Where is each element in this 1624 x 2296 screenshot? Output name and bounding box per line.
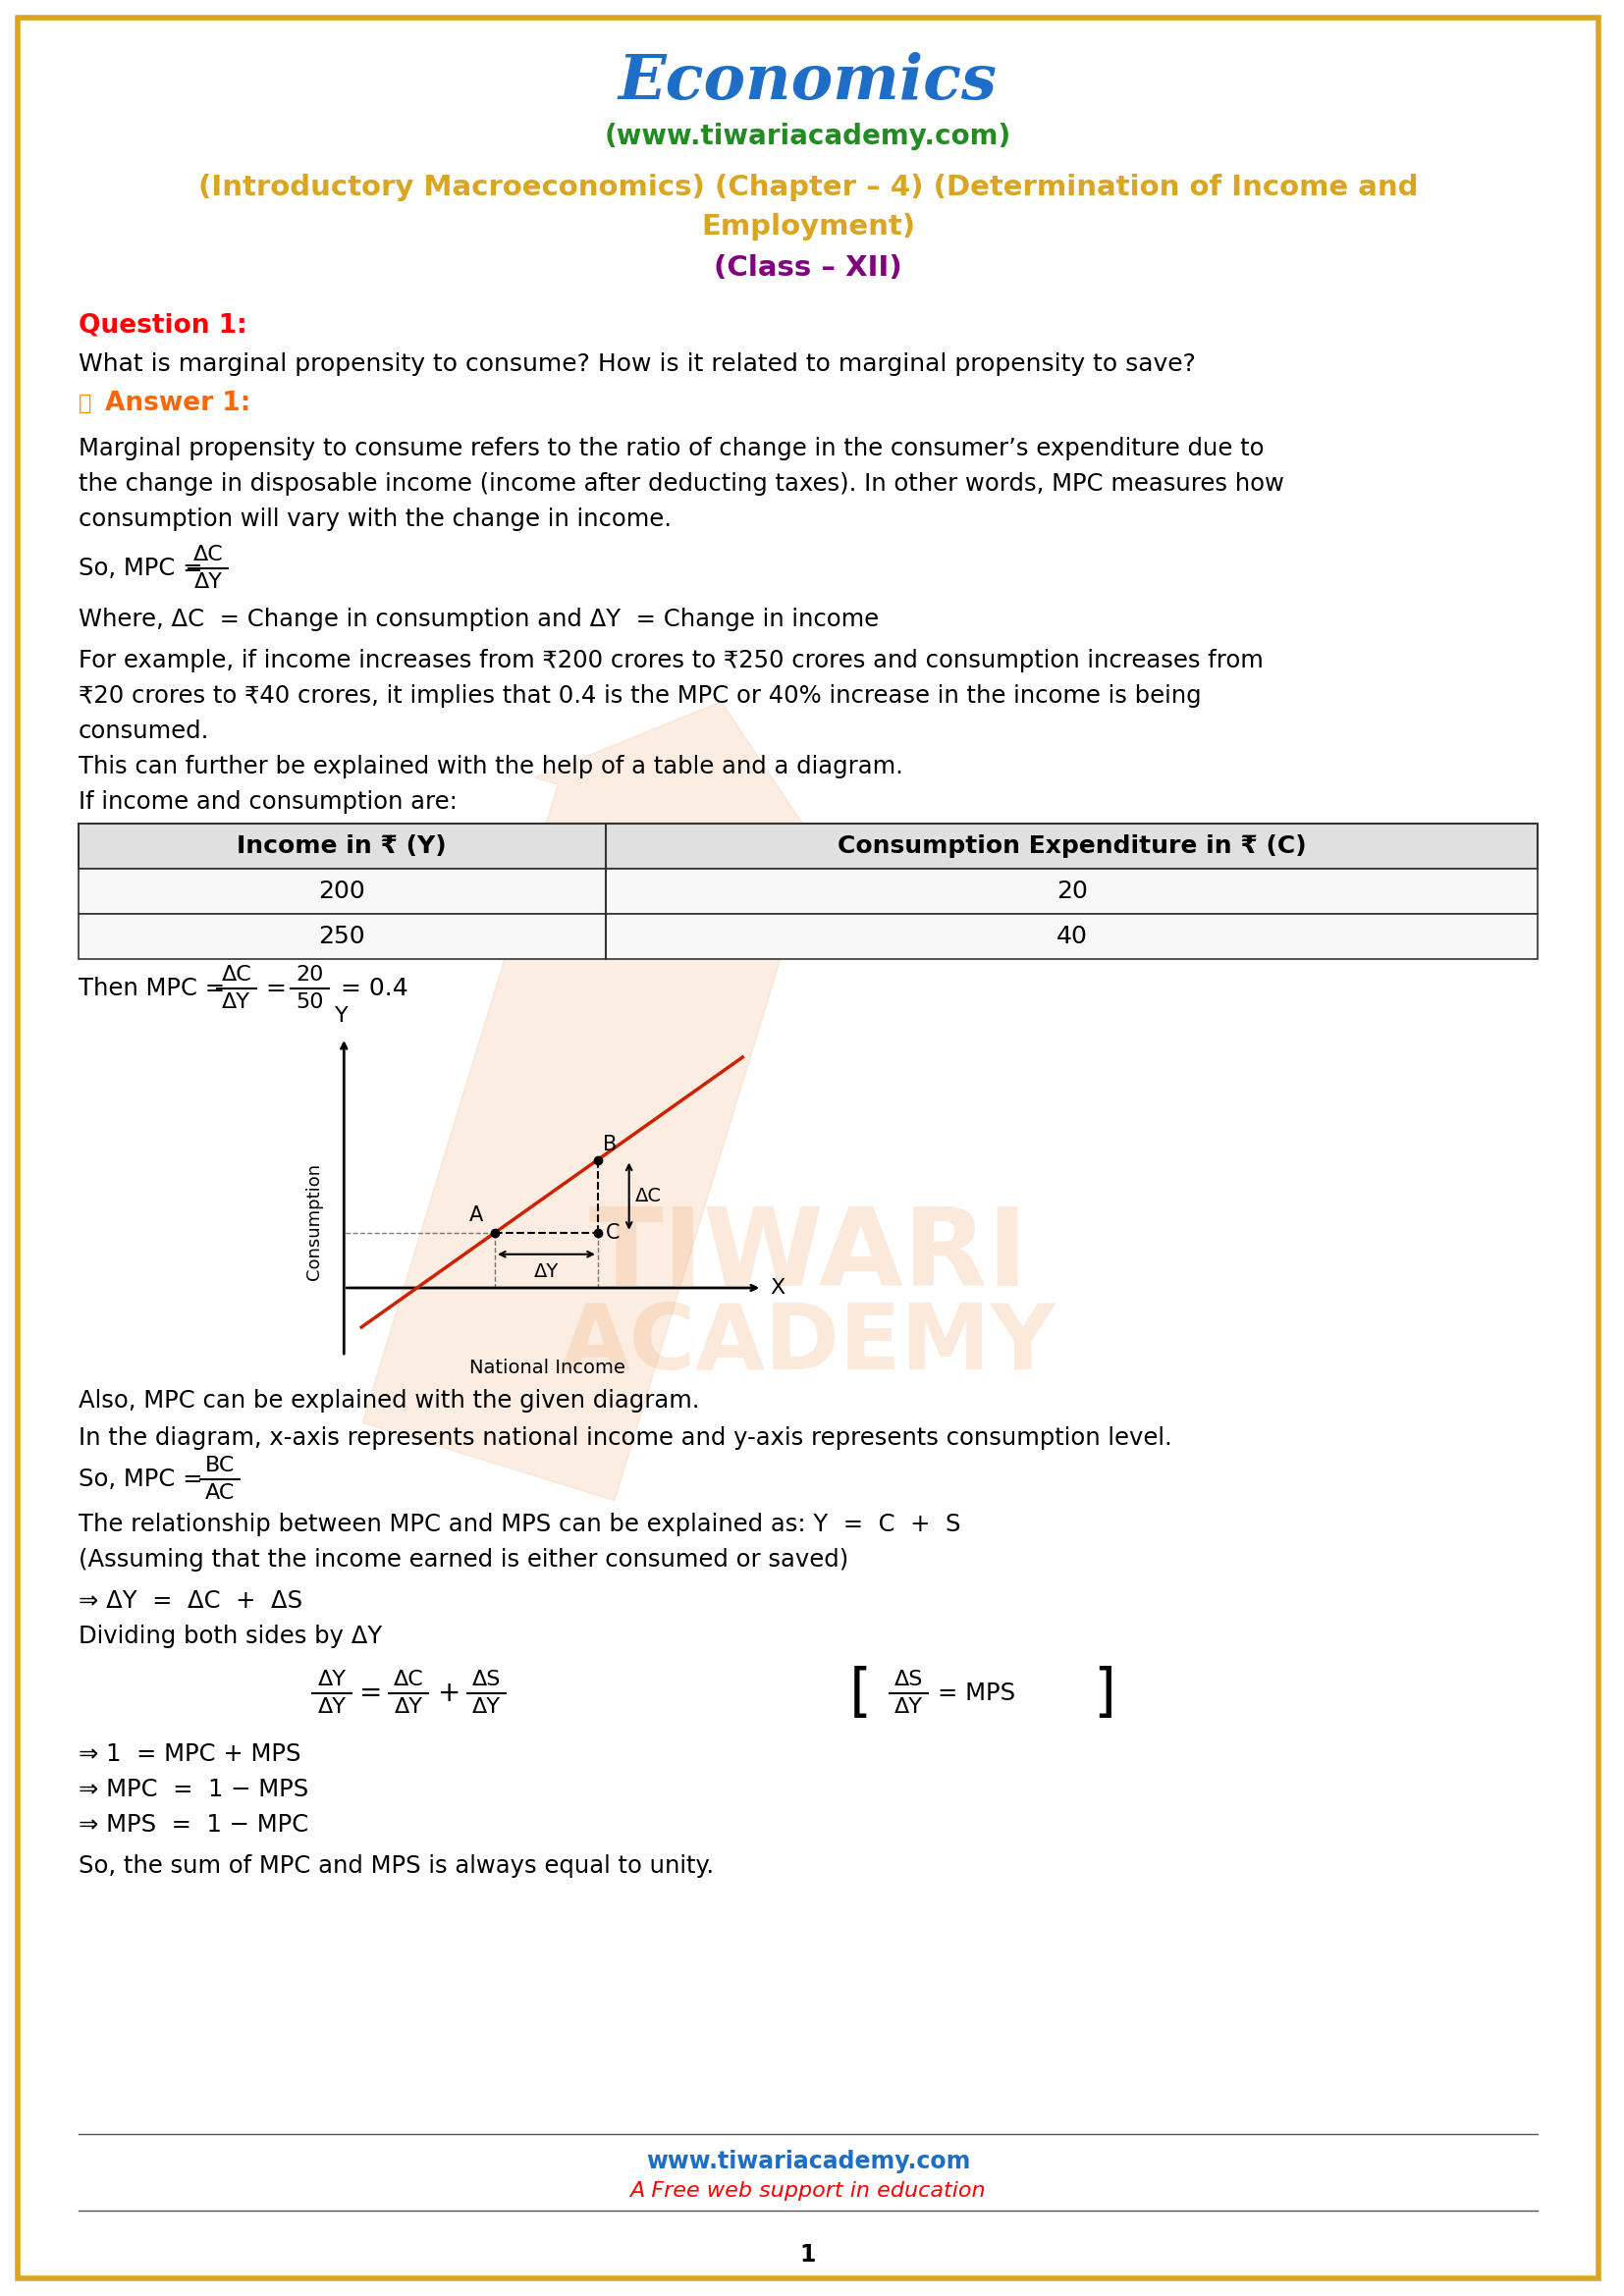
Text: Income in ₹ (Y): Income in ₹ (Y) <box>237 833 447 859</box>
Text: ΔS: ΔS <box>473 1669 502 1690</box>
FancyArrow shape <box>362 703 833 1502</box>
Text: Consumption: Consumption <box>305 1164 323 1281</box>
Text: What is marginal propensity to consume? How is it related to marginal propensity: What is marginal propensity to consume? … <box>78 351 1195 377</box>
Text: [: [ <box>841 1665 875 1722</box>
Text: The relationship between MPC and MPS can be explained as: Y  =  C  +  S: The relationship between MPC and MPS can… <box>78 1513 960 1536</box>
Text: consumed.: consumed. <box>78 719 209 744</box>
Text: ⇒ ΔY  =  ΔC  +  ΔS: ⇒ ΔY = ΔC + ΔS <box>78 1589 302 1612</box>
Text: ΔC: ΔC <box>393 1669 424 1690</box>
Text: ΔY: ΔY <box>534 1263 559 1281</box>
FancyBboxPatch shape <box>18 18 1598 2278</box>
Text: (Class – XII): (Class – XII) <box>715 255 903 282</box>
Text: (Assuming that the income earned is either consumed or saved): (Assuming that the income earned is eith… <box>78 1548 848 1570</box>
Text: 40: 40 <box>1056 925 1088 948</box>
Text: Consumption Expenditure in ₹ (C): Consumption Expenditure in ₹ (C) <box>838 833 1306 859</box>
Text: ΔY: ΔY <box>395 1697 422 1717</box>
Text: For example, if income increases from ₹200 crores to ₹250 crores and consumption: For example, if income increases from ₹2… <box>78 650 1263 673</box>
Text: B: B <box>603 1134 617 1155</box>
Text: Economics: Economics <box>619 53 997 113</box>
Text: the change in disposable income (income after deducting taxes). In other words, : the change in disposable income (income … <box>78 473 1283 496</box>
Text: X: X <box>770 1279 784 1297</box>
Text: Y: Y <box>335 1006 349 1026</box>
Text: ⇒ MPC  =  1 − MPS: ⇒ MPC = 1 − MPS <box>78 1777 309 1802</box>
Text: Where, ΔC  = Change in consumption and ΔY  = Change in income: Where, ΔC = Change in consumption and ΔY… <box>78 608 879 631</box>
Bar <box>78 868 1538 914</box>
Text: Marginal propensity to consume refers to the ratio of change in the consumer’s e: Marginal propensity to consume refers to… <box>78 436 1263 461</box>
Text: This can further be explained with the help of a table and a diagram.: This can further be explained with the h… <box>78 755 903 778</box>
Text: 20: 20 <box>1056 879 1088 902</box>
Text: ₹20 crores to ₹40 crores, it implies that 0.4 is the MPC or 40% increase in the : ₹20 crores to ₹40 crores, it implies tha… <box>78 684 1202 707</box>
Text: ΔY: ΔY <box>193 572 222 592</box>
Bar <box>78 914 1538 960</box>
Text: If income and consumption are:: If income and consumption are: <box>78 790 456 813</box>
Text: ΔY: ΔY <box>222 992 250 1013</box>
Text: Answer 1:: Answer 1: <box>106 390 252 416</box>
Text: BC: BC <box>205 1456 235 1476</box>
Text: ΔS: ΔS <box>895 1669 922 1690</box>
Text: ⇒ 1  = MPC + MPS: ⇒ 1 = MPC + MPS <box>78 1743 300 1766</box>
Text: Dividing both sides by ΔY: Dividing both sides by ΔY <box>78 1626 382 1649</box>
Text: So, MPC =: So, MPC = <box>78 1467 209 1490</box>
Text: ΔC: ΔC <box>635 1187 661 1205</box>
Text: ΔC: ΔC <box>221 964 252 985</box>
Text: In the diagram, x-axis represents national income and y-axis represents consumpt: In the diagram, x-axis represents nation… <box>78 1426 1173 1449</box>
Text: Also, MPC can be explained with the given diagram.: Also, MPC can be explained with the give… <box>78 1389 700 1412</box>
Text: (Introductory Macroeconomics) (Chapter – 4) (Determination of Income and: (Introductory Macroeconomics) (Chapter –… <box>198 174 1418 202</box>
Text: ]: ] <box>1090 1665 1124 1722</box>
Text: ⇒ MPS  =  1 − MPC: ⇒ MPS = 1 − MPC <box>78 1814 309 1837</box>
Text: www.tiwariacademy.com: www.tiwariacademy.com <box>646 2149 970 2174</box>
Text: So, the sum of MPC and MPS is always equal to unity.: So, the sum of MPC and MPS is always equ… <box>78 1855 713 1878</box>
Text: AC: AC <box>205 1483 235 1504</box>
Text: ΔY: ΔY <box>318 1697 346 1717</box>
Text: ΔY: ΔY <box>895 1697 922 1717</box>
Text: TIWARI: TIWARI <box>588 1203 1028 1309</box>
Text: = 0.4: = 0.4 <box>341 976 409 1001</box>
Text: 200: 200 <box>318 879 365 902</box>
Text: ΔY: ΔY <box>473 1697 500 1717</box>
Text: +: + <box>438 1681 461 1706</box>
Text: =: = <box>359 1681 383 1706</box>
Text: (www.tiwariacademy.com): (www.tiwariacademy.com) <box>604 122 1012 149</box>
Text: ACADEMY: ACADEMY <box>560 1300 1056 1389</box>
Text: 20: 20 <box>296 964 323 985</box>
Text: ΔY: ΔY <box>318 1669 346 1690</box>
Text: Then MPC =: Then MPC = <box>78 976 232 1001</box>
Bar <box>78 824 1538 868</box>
Text: Question 1:: Question 1: <box>78 312 247 338</box>
Text: So, MPC =: So, MPC = <box>78 556 209 581</box>
Text: 250: 250 <box>318 925 365 948</box>
Text: A Free web support in education: A Free web support in education <box>630 2181 986 2202</box>
Text: =: = <box>266 976 286 1001</box>
Text: consumption will vary with the change in income.: consumption will vary with the change in… <box>78 507 671 530</box>
Text: 📝: 📝 <box>78 393 91 413</box>
Text: 50: 50 <box>296 992 323 1013</box>
Text: = MPS: = MPS <box>939 1681 1015 1706</box>
Text: C: C <box>606 1224 620 1242</box>
Text: National Income: National Income <box>469 1359 625 1378</box>
Text: ΔC: ΔC <box>193 544 222 565</box>
Text: 1: 1 <box>801 2243 817 2266</box>
Text: Employment): Employment) <box>702 214 916 241</box>
Text: A: A <box>469 1205 484 1224</box>
